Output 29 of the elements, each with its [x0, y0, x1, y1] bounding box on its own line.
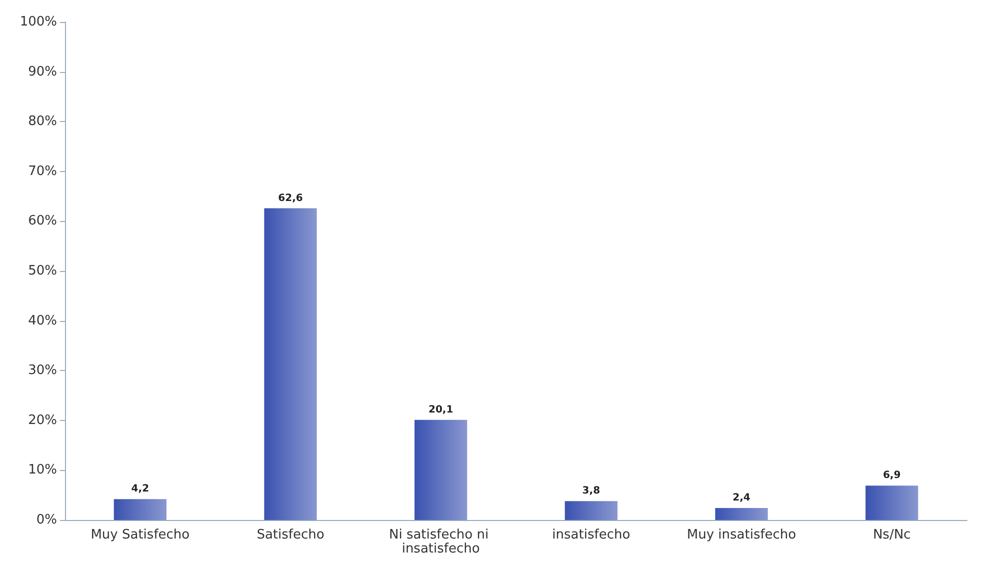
y-tick-label: 40%	[28, 313, 57, 328]
bar	[866, 486, 918, 520]
data-label: 20,1	[428, 404, 454, 416]
data-label: 4,2	[131, 484, 150, 495]
y-tick-label: 60%	[28, 214, 57, 229]
y-tick-label: 0%	[36, 512, 57, 528]
bar	[414, 420, 468, 520]
data-label: 3,8	[582, 486, 600, 497]
x-tick-label: Muy insatisfecho	[686, 528, 796, 542]
y-tick-label: 100%	[20, 14, 57, 30]
y-tick-label: 30%	[28, 363, 57, 378]
bar	[715, 508, 768, 520]
y-tick-label: 20%	[28, 412, 57, 428]
bar	[264, 208, 317, 520]
data-label: 6,9	[882, 470, 901, 482]
y-tick-label: 90%	[28, 64, 57, 80]
y-tick-label: 80%	[28, 114, 57, 130]
bar	[564, 501, 618, 520]
x-tick-label: Satisfecho	[256, 528, 324, 542]
x-tick-label: insatisfecho	[552, 528, 630, 542]
y-tick-label: 70%	[28, 164, 57, 179]
x-tick-label: Ns/Nc	[872, 528, 911, 542]
y-tick-label: 50%	[28, 264, 57, 278]
x-tick-label: Ni satisfecho ni insatisfecho	[388, 528, 493, 556]
x-tick-label: Muy Satisfecho	[90, 528, 190, 542]
y-tick-label: 10%	[28, 462, 57, 478]
bar	[114, 499, 166, 520]
data-label: 62,6	[278, 192, 303, 204]
data-label: 2,4	[732, 492, 750, 504]
